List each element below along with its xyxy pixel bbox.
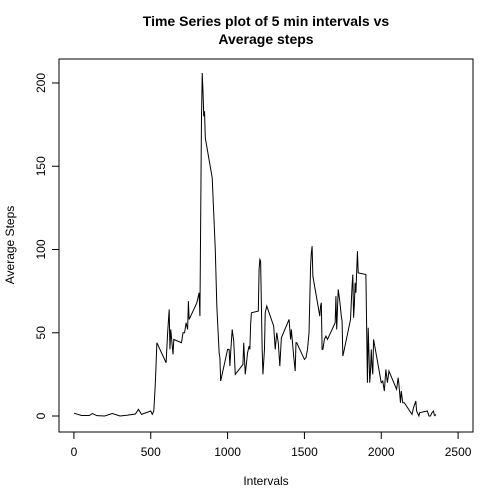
chart-title: Average steps (218, 31, 313, 47)
x-tick-label: 2500 (445, 445, 472, 459)
plot-box (58, 58, 474, 433)
chart-title: Time Series plot of 5 min intervals vs (143, 13, 390, 29)
x-tick-label: 0 (71, 445, 78, 459)
y-tick-label: 100 (34, 239, 48, 259)
y-tick-label: 150 (34, 156, 48, 176)
y-axis-label: Average Steps (3, 206, 17, 285)
line (73, 72, 437, 418)
y-tick-label: 50 (34, 326, 48, 340)
x-tick-label: 2000 (368, 445, 395, 459)
y-tick-label: 200 (34, 73, 48, 93)
x-axis-label: Intervals (243, 474, 288, 488)
x-tick-label: 1000 (214, 445, 241, 459)
y-tick-label: 0 (34, 412, 48, 419)
x-tick-label: 1500 (291, 445, 318, 459)
x-tick-label: 500 (141, 445, 161, 459)
